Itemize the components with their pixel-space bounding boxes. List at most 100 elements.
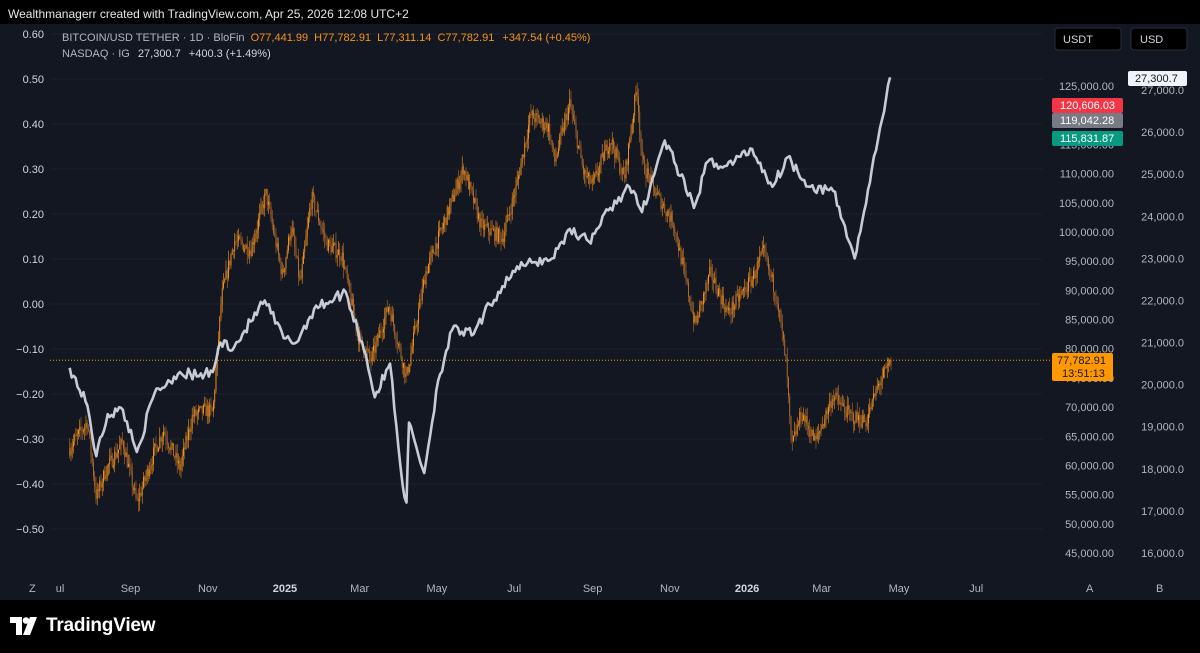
btc-candle-body <box>526 138 528 143</box>
btc-candle-body <box>629 139 631 144</box>
btc-candle-body <box>563 127 564 132</box>
btc-candle-body <box>543 118 544 130</box>
btc-candle-body <box>554 149 556 162</box>
btc-candle-body <box>208 405 209 417</box>
btc-candle-body <box>220 305 222 317</box>
time-axis[interactable]: ul Sep Nov 2025 Mar May Jul Sep Nov 2026 Mar May Jul <box>56 583 984 595</box>
btc-candle-body <box>749 276 751 278</box>
btc-candle-body <box>291 228 293 233</box>
btc-candle-body <box>523 154 524 157</box>
time-tick-label: May <box>426 583 447 595</box>
btc-candle-body <box>671 212 673 226</box>
btc-candle-body <box>144 476 146 481</box>
btc-candle-body <box>199 407 201 409</box>
nasdaq-series-line <box>68 76 892 504</box>
btc-candle-body <box>239 235 241 239</box>
btc-candle-body <box>513 196 514 198</box>
btc-candle-body <box>265 189 267 194</box>
btc-candle-body <box>80 426 82 431</box>
btc-candle-body <box>348 278 349 281</box>
btc-candle-body <box>776 301 778 305</box>
usdt-scale-button[interactable]: USDT <box>1054 27 1122 51</box>
btc-candle-body <box>181 456 183 464</box>
btc-candle-body <box>456 179 458 189</box>
btc-candle-body <box>178 460 179 464</box>
btc-candle-body <box>391 314 393 322</box>
btc-price-axis[interactable]: 125,000.00120,000.00115,000.00110,000.00… <box>1059 81 1114 560</box>
btc-candle-body <box>224 279 226 282</box>
btc-candle-body <box>193 415 194 417</box>
btc-candle-body <box>249 250 251 256</box>
usd-scale-label: USD <box>1140 34 1163 46</box>
chart-area[interactable]: 0.60 0.50 0.40 0.30 0.20 0.10 0.00 −0.10 −0.20 −0… <box>0 24 1200 600</box>
btc-candle-body <box>411 345 413 353</box>
btc-candle-body <box>454 196 456 201</box>
btc-candle-body <box>321 227 323 230</box>
btc-candle-body <box>140 492 142 496</box>
btc-candle-body <box>826 410 828 415</box>
footer-bar <box>0 600 1200 653</box>
btc-price-tick-label: 45,000.00 <box>1065 548 1114 560</box>
btc-candle-body <box>71 446 73 451</box>
btc-candle-body <box>730 312 732 315</box>
btc-candle-body <box>693 311 694 323</box>
btc-candle-body <box>643 155 644 160</box>
btc-candle-body <box>254 238 256 245</box>
btc-candle-body <box>844 406 846 413</box>
btc-candle-body <box>484 224 486 230</box>
btc-candle-body <box>324 231 326 238</box>
btc-candle-body <box>406 367 408 373</box>
btc-candle-body <box>698 315 699 318</box>
timezone-corner-label[interactable]: Z <box>29 583 36 595</box>
auto-scale-b-label[interactable]: B <box>1156 583 1163 595</box>
btc-candle-body <box>823 424 824 426</box>
legend-btc-low: L77,311.14 <box>377 32 431 44</box>
btc-candle-body <box>540 122 542 124</box>
btc-candle-body <box>343 252 344 269</box>
btc-candle-body <box>755 274 757 279</box>
btc-candle-body <box>761 248 763 253</box>
price-chart[interactable]: 0.60 0.50 0.40 0.30 0.20 0.10 0.00 −0.10 −0.20 −0… <box>0 24 1200 600</box>
nasdaq-price-axis[interactable]: 27,000.0 26,000.0 25,000.0 24,000.0 23,000.0… <box>1141 85 1184 560</box>
btc-candle-body <box>586 176 588 178</box>
time-tick-label: May <box>889 583 910 595</box>
btc-candle-body <box>818 433 819 434</box>
auto-scale-a-label[interactable]: A <box>1086 583 1094 595</box>
btc-candle-body <box>498 228 499 242</box>
correlation-axis[interactable]: 0.60 0.50 0.40 0.30 0.20 0.10 0.00 −0.10 −0.20 −0… <box>16 29 44 536</box>
btc-price-tick-label: 105,000.00 <box>1059 198 1114 210</box>
btc-candle-body <box>379 330 381 339</box>
btc-candle-body <box>238 235 239 241</box>
correlation-tick-label: 0.20 <box>23 209 44 221</box>
btc-candle-body <box>489 231 491 236</box>
btc-candle-body <box>864 421 866 422</box>
tradingview-logo[interactable]: TradingView <box>10 615 156 637</box>
btc-candle-body <box>658 192 659 194</box>
btc-candle-body <box>744 287 746 289</box>
btc-candle-body <box>236 240 238 242</box>
nasdaq-price-tick-label: 19,000.0 <box>1141 422 1184 434</box>
btc-candle-body <box>283 269 284 273</box>
legend-btc-name: BITCOIN/USD TETHER · 1D · BloFin <box>62 32 245 44</box>
btc-candle-body <box>280 261 282 275</box>
btc-candle-body <box>104 470 106 480</box>
btc-candle-body <box>308 217 309 227</box>
btc-candle-body <box>393 314 394 326</box>
btc-candle-body <box>576 131 578 149</box>
btc-candle-body <box>789 396 791 416</box>
btc-candle-body <box>184 447 186 450</box>
btc-candle-body <box>371 351 373 362</box>
correlation-tick-label: −0.30 <box>16 434 44 446</box>
btc-candle-body <box>885 367 887 369</box>
btc-candle-body <box>799 412 801 425</box>
btc-candle-body <box>808 425 809 430</box>
btc-candle-body <box>248 255 249 256</box>
btc-candle-body <box>571 107 573 115</box>
usd-scale-button[interactable]: USD <box>1130 27 1188 51</box>
btc-candle-body <box>546 122 548 132</box>
btc-candle-body <box>561 127 563 132</box>
btc-candle-body <box>596 170 598 176</box>
btc-candle-body <box>686 279 688 283</box>
btc-candle-body <box>676 233 678 244</box>
btc-candle-body <box>665 211 667 217</box>
